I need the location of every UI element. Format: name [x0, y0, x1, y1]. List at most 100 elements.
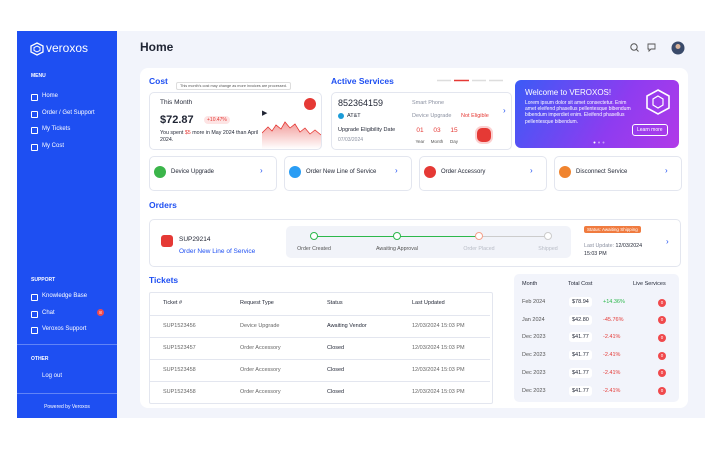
column-header: Live Services: [633, 281, 666, 287]
cost-pill: $41.77: [569, 367, 592, 378]
order-id: SUP29214: [179, 236, 211, 243]
nav-icon: [31, 294, 38, 301]
action-card[interactable]: [284, 156, 412, 191]
divider: [17, 344, 117, 345]
service-badge: 0: [658, 316, 666, 325]
cell: Dec 2023: [522, 334, 546, 341]
page-title: Home: [140, 40, 174, 54]
note-text: more in May 2024 than April 2024.: [160, 130, 259, 143]
promo-banner: Welcome to VEROXOS! Lorem ipsum dolor si…: [515, 80, 679, 148]
cost-change: -2.41%: [603, 334, 621, 341]
service-badge: 0: [658, 369, 666, 378]
last-update: Last Update: 12/03/2024 15:03 PM: [584, 242, 654, 258]
chevron[interactable]: ›: [260, 166, 263, 175]
logo-icon: [30, 42, 44, 56]
cell: Awaiting Vendor: [327, 323, 367, 329]
nav-item[interactable]: Chat: [42, 309, 55, 316]
action-label[interactable]: Order New Line of Service: [306, 169, 377, 175]
header-icons[interactable]: [628, 41, 688, 55]
upgrade-status: Not Eligible: [461, 113, 489, 119]
cell: Closed: [327, 367, 345, 373]
promo-title: Welcome to VEROXOS!: [525, 88, 612, 97]
cost-card: This Month $72.87 +10.47% You spent $5 m…: [149, 92, 322, 150]
carrier-icon: [338, 113, 344, 119]
action-icon: [559, 166, 571, 178]
nav-icon: [31, 310, 38, 318]
service-badge: 0: [658, 333, 666, 342]
chevron[interactable]: ›: [395, 166, 398, 175]
cell: Dec 2023: [522, 352, 546, 359]
action-card[interactable]: [149, 156, 277, 191]
action-label[interactable]: Disconnect Service: [576, 169, 628, 175]
step-dot: [393, 232, 401, 240]
section-title: Tickets: [149, 275, 179, 285]
cell: Dec 2023: [522, 387, 546, 394]
cell: Closed: [327, 389, 345, 395]
order-icon: [161, 235, 173, 247]
cost-change: +14.36%: [603, 299, 625, 305]
step-label: Shipped: [538, 246, 558, 252]
sidebar-footer: Powered by Veroxos: [44, 404, 90, 410]
action-card[interactable]: [554, 156, 682, 191]
nav-item[interactable]: Veroxos Support: [42, 326, 87, 332]
cost-pill: $42.80: [569, 314, 592, 325]
nav-icon: [31, 327, 38, 334]
cell: 12/03/2024 15:03 PM: [412, 367, 465, 373]
last-update-label: Last Update:: [584, 243, 615, 249]
action-card[interactable]: [419, 156, 547, 191]
step-label: Order Placed: [463, 246, 495, 252]
brand: veroxos: [46, 41, 89, 55]
service-badge: 0: [658, 298, 666, 307]
cost-note: You spent $5 more in May 2024 than April…: [160, 130, 265, 144]
row-divider: [150, 315, 490, 316]
nav-item[interactable]: My Cost: [42, 142, 65, 149]
section-title: Orders: [149, 200, 177, 210]
service-badge: 0: [658, 351, 666, 360]
countdown-value: 03: [433, 127, 441, 134]
promo-text: Lorem ipsum dolor sit amet consectetur. …: [525, 100, 631, 125]
nav-item[interactable]: Home: [42, 93, 59, 99]
nav-item[interactable]: Order / Get Support: [42, 109, 95, 116]
action-label[interactable]: Device Upgrade: [171, 169, 215, 175]
cell: Order Accessory: [240, 345, 281, 351]
chevron[interactable]: ›: [665, 166, 668, 175]
cost-pill: $41.77: [569, 385, 592, 396]
chevron[interactable]: ›: [503, 106, 506, 115]
countdown-value: 01: [416, 127, 424, 134]
upgrade-label: Device Upgrade: [412, 113, 452, 119]
cell: Feb 2024: [522, 299, 546, 305]
countdown-value: 15: [450, 127, 458, 134]
progress-line: [479, 235, 548, 237]
row-divider: [150, 337, 490, 338]
promo-dots[interactable]: [593, 141, 607, 144]
column-header: Last Updated: [412, 300, 445, 306]
promo-logo: [646, 89, 670, 115]
chevron[interactable]: ›: [666, 237, 669, 246]
chevron[interactable]: ›: [530, 166, 533, 175]
action-icon: [289, 166, 301, 178]
slider-dots[interactable]: [437, 79, 503, 82]
order-type[interactable]: Order New Line of Service: [179, 248, 256, 255]
cost-change: +10.47%: [204, 116, 230, 124]
cost-pill: $41.77: [569, 332, 592, 343]
tickets-table: [149, 292, 493, 404]
section-title: Cost: [149, 76, 168, 86]
order-progress: [286, 226, 571, 258]
cell: Order Accessory: [240, 389, 281, 395]
note-text: You spent: [160, 130, 185, 136]
phone-button[interactable]: [475, 126, 493, 144]
nav-item[interactable]: Log out: [42, 373, 63, 379]
learn-more-button[interactable]: Learn more: [632, 124, 668, 136]
cell: Jan 2024: [522, 316, 545, 323]
cell: 12/03/2024 15:03 PM: [412, 389, 465, 395]
cost-pill: $41.77: [569, 350, 592, 361]
nav-item[interactable]: Knowledge Base: [42, 293, 88, 299]
nav-item[interactable]: My Tickets: [42, 126, 71, 132]
step-label: Order Created: [297, 246, 331, 252]
row-divider: [150, 359, 490, 360]
service-badge: 0: [658, 387, 666, 395]
service-device: Smart Phone: [412, 100, 445, 106]
action-label[interactable]: Order Accessory: [441, 169, 486, 175]
last-update-value: 12/03/2024 15:03 PM: [584, 243, 643, 257]
eligibility-date: 07/03/2024: [338, 137, 364, 143]
